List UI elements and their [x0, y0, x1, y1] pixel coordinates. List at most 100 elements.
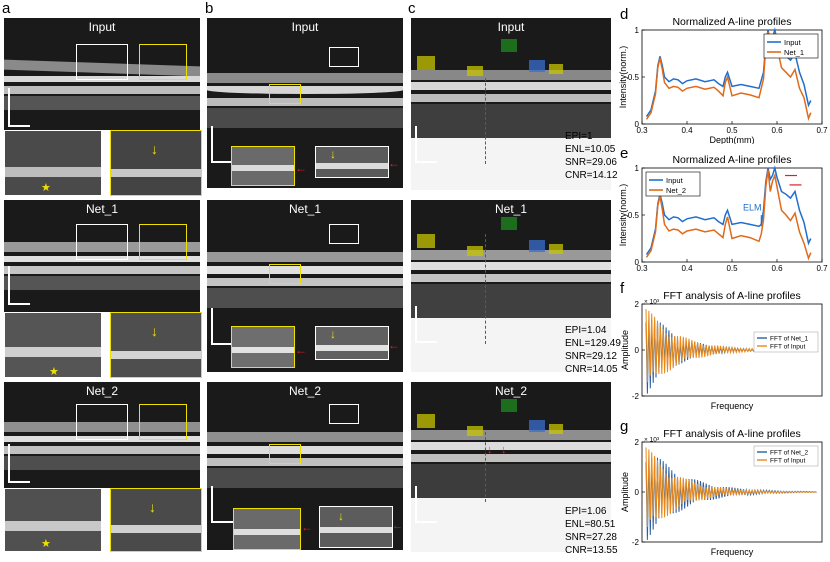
legend-label: FFT of Net_1	[770, 336, 809, 343]
legend-box	[645, 171, 701, 197]
y-axis-label: Amplitude	[620, 472, 630, 512]
zoom-inset-white: ★	[4, 312, 102, 378]
metric-cnr: CNR=13.55	[565, 545, 618, 556]
scale-bar	[8, 88, 10, 126]
aline-marker	[485, 234, 487, 344]
scale-bar	[211, 521, 233, 523]
zoom-inset-yellow: ↓	[110, 130, 202, 196]
roi-yellow	[417, 414, 435, 428]
scale-bar	[8, 481, 30, 483]
zoom-inset-yellow: ↓	[110, 312, 202, 378]
image-title: Net_1	[85, 202, 119, 216]
panel-letter-a: a	[2, 0, 11, 17]
axis-exponent: × 10³	[644, 437, 660, 444]
arrow-left-marker: ←	[388, 156, 400, 170]
image-title: Input	[291, 20, 319, 34]
series-line-fft-of-net-2	[645, 457, 817, 540]
roi-box-yellow	[269, 264, 301, 284]
arrow-down-marker: ↓	[501, 444, 507, 456]
metrics-net1: EPI=1.04 ENL=129.49 SNR=29.12 CNR=14.05	[565, 324, 621, 376]
arrow-down-marker: ↓	[330, 147, 336, 161]
roi-blue	[529, 240, 545, 252]
y-axis-label: Amplitude	[620, 330, 630, 370]
roi-yellow	[467, 66, 483, 76]
scale-bar	[8, 266, 10, 304]
roi-box-yellow	[139, 224, 187, 260]
scale-bar	[8, 303, 30, 305]
roi-box-white	[76, 44, 128, 80]
legend-label: FFT of Input	[770, 458, 805, 465]
roi-box-yellow	[269, 84, 301, 104]
arrow-left-marker: ←	[301, 520, 313, 534]
roi-yellow	[417, 234, 435, 248]
chart-title: Normalized A-line profiles	[672, 16, 791, 28]
scale-bar	[211, 308, 213, 344]
y-tick-label: 0	[635, 120, 640, 129]
oct-image-a-net1: Net_1	[4, 200, 200, 312]
metric-epi: EPI=1.06	[565, 506, 607, 517]
legend-label: Net_2	[666, 186, 686, 195]
y-tick-label: 0	[635, 346, 640, 355]
aline-marker	[485, 78, 487, 164]
metrics-net2: EPI=1.06 ENL=80.51 SNR=27.28 CNR=13.55	[565, 505, 618, 557]
roi-box-white	[76, 224, 128, 260]
roi-yellow	[467, 246, 483, 256]
x-tick-label: 0.5	[726, 126, 738, 135]
image-title: Net_1	[494, 202, 528, 216]
panel-letter-d: d	[620, 6, 629, 23]
x-tick-label: 0.4	[681, 126, 693, 135]
panel-letter-e: e	[620, 145, 629, 162]
metric-epi: EPI=1	[565, 131, 593, 142]
image-title: Net_2	[494, 384, 528, 398]
arrow-left-marker: ←	[388, 338, 400, 352]
roi-blue	[529, 420, 545, 432]
x-tick-label: 0.4	[681, 264, 693, 273]
scale-bar	[415, 341, 437, 343]
star-marker: ★	[49, 366, 59, 378]
y-tick-label: 1	[635, 26, 640, 35]
legend-box	[763, 33, 819, 59]
y-tick-label: 2	[635, 438, 640, 447]
metric-cnr: CNR=14.12	[565, 170, 618, 181]
x-tick-label: 0.3	[636, 264, 648, 273]
scale-bar	[211, 126, 213, 162]
zoom-inset-yellow	[233, 508, 301, 550]
y-axis-label: Intensity(norm.)	[618, 184, 628, 247]
x-axis-label: Frequency	[711, 547, 754, 557]
series-line-net-1	[645, 31, 812, 121]
image-title: Input	[88, 20, 116, 34]
metric-enl: ENL=10.05	[565, 144, 616, 155]
scale-bar	[415, 521, 437, 523]
legend-box	[753, 445, 819, 467]
scale-bar	[415, 306, 417, 342]
zoom-inset-white: ↓	[315, 326, 389, 360]
roi-green	[501, 399, 517, 412]
x-tick-label: 0.5	[726, 264, 738, 273]
zoom-inset-yellow	[231, 326, 295, 368]
y-tick-label: -2	[632, 392, 640, 401]
panel-letter-f: f	[620, 280, 625, 297]
zoom-inset-yellow: ↓	[110, 488, 202, 552]
legend-label: Input	[784, 38, 802, 47]
roi-yellow	[549, 424, 563, 434]
legend-label: FFT of Input	[770, 344, 805, 351]
arrow-down-marker: ↓	[149, 499, 156, 515]
legend-box	[753, 331, 819, 353]
aline-marker	[485, 432, 487, 502]
scale-bar	[415, 161, 437, 163]
zoom-inset-white: ★	[4, 488, 102, 552]
panel-letter-g: g	[620, 418, 629, 435]
zoom-inset-yellow	[231, 146, 295, 186]
oct-image-c-net2: Net_2 ↓ ↓	[411, 382, 611, 552]
roi-yellow	[417, 56, 435, 70]
roi-blue	[529, 60, 545, 72]
y-tick-label: 0.5	[628, 73, 640, 82]
metric-snr: SNR=27.28	[565, 532, 617, 543]
image-title: Net_2	[288, 384, 322, 398]
scale-bar	[211, 343, 233, 345]
metric-snr: SNR=29.06	[565, 157, 617, 168]
roi-yellow	[549, 64, 563, 74]
y-tick-label: 0	[635, 258, 640, 267]
x-tick-label: 0.6	[771, 264, 783, 273]
scale-bar	[415, 126, 417, 162]
